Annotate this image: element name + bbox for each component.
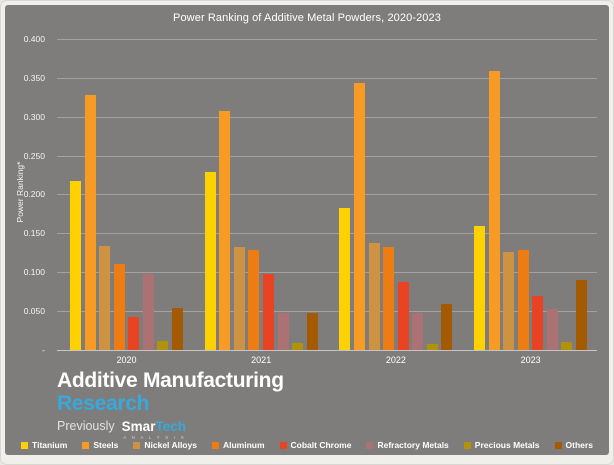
legend-item-cobalt-chrome: Cobalt Chrome [279, 440, 352, 450]
y-tick-label: 0.200 [23, 189, 45, 200]
bar-refractory-metals-2020 [142, 273, 154, 350]
y-tick-label: 0.100 [23, 267, 45, 278]
legend-item-titanium: Titanium [21, 440, 67, 450]
legend-label: Precious Metals [474, 440, 540, 450]
y-tick-label: 0.050 [23, 306, 45, 317]
legend-item-steels: Steels [82, 440, 118, 450]
gridline [57, 272, 597, 274]
publisher-logo: Additive Manufacturing Research Previous… [57, 370, 284, 441]
smartech-analysis-label: A N A L Y S I S [123, 435, 186, 440]
bar-steels-2020 [84, 94, 96, 350]
bar-nickel-alloys-2023 [503, 251, 515, 350]
bar-others-2022 [441, 304, 453, 350]
chart-canvas: Power Ranking of Additive Metal Powders,… [5, 5, 609, 455]
bar-refractory-metals-2021 [277, 313, 289, 350]
bar-aluminum-2021 [248, 249, 260, 350]
y-tick-label: 0.400 [23, 33, 45, 44]
legend-label: Refractory Metals [377, 440, 449, 450]
y-axis-tick-labels: 0.400 0.350 0.300 0.250 0.200 0.150 0.100 0.050… [5, 31, 51, 355]
x-axis-label-2022: 2022 [385, 355, 406, 365]
x-axis-line [57, 350, 597, 351]
legend-swatch-icon [21, 441, 29, 449]
bar-group-2020 [70, 31, 183, 350]
y-tick-label: 0.250 [23, 150, 45, 161]
bar-nickel-alloys-2022 [368, 243, 380, 350]
gridline [57, 194, 597, 196]
bar-others-2020 [171, 308, 183, 350]
bar-steels-2023 [488, 71, 500, 350]
smartech-tech: Tech [155, 419, 186, 434]
smartech-smar: Smar [121, 419, 156, 434]
bar-precious-metals-2020 [157, 340, 169, 350]
bar-aluminum-2023 [517, 249, 529, 350]
bar-cobalt-chrome-2020 [128, 316, 140, 350]
bar-cobalt-chrome-2023 [532, 295, 544, 350]
legend-label: Nickel Alloys [144, 440, 197, 450]
gridline [57, 155, 597, 157]
logo-previously-label: Previously [57, 419, 115, 433]
bar-titanium-2022 [339, 207, 351, 350]
gridline [57, 311, 597, 313]
legend-item-nickel-alloys: Nickel Alloys [133, 440, 197, 450]
bar-group-2021 [204, 31, 318, 350]
x-axis-label-2020: 2020 [116, 355, 137, 365]
bar-aluminum-2022 [383, 246, 395, 350]
bar-precious-metals-2022 [426, 343, 438, 350]
bar-precious-metals-2021 [292, 343, 304, 350]
logo-previously-row: Previously SmarTech A N A L Y S I S [57, 419, 284, 441]
legend-item-others: Others [554, 440, 593, 450]
smartech-wordmark: SmarTech [122, 419, 186, 434]
bar-titanium-2023 [474, 225, 486, 350]
gridline [57, 77, 597, 79]
legend-swatch-icon [554, 441, 562, 449]
legend-item-refractory-metals: Refractory Metals [366, 440, 449, 450]
bar-refractory-metals-2023 [546, 308, 558, 350]
chart-title: Power Ranking of Additive Metal Powders,… [173, 12, 441, 24]
bar-titanium-2020 [70, 181, 81, 350]
logo-title: Additive Manufacturing [57, 369, 284, 392]
bar-cobalt-chrome-2021 [262, 273, 274, 350]
x-axis-label-2021: 2021 [251, 355, 272, 365]
legend-label: Cobalt Chrome [290, 440, 352, 450]
y-tick-label: 0.300 [23, 111, 45, 122]
plot-area: 2020 2021 2022 2023 [57, 31, 597, 365]
legend-label: Titanium [32, 440, 68, 450]
bar-precious-metals-2023 [561, 342, 573, 350]
y-tick-label: 0.350 [23, 72, 45, 83]
y-tick-label: - [42, 345, 45, 355]
legend-swatch-icon [366, 441, 374, 449]
legend-swatch-icon [82, 441, 90, 449]
bar-nickel-alloys-2021 [233, 246, 245, 350]
legend-swatch-icon [211, 441, 219, 449]
bar-group-2023 [474, 31, 588, 350]
legend-item-precious-metals: Precious Metals [463, 440, 540, 450]
legend-swatch-icon [133, 441, 141, 449]
bar-titanium-2021 [204, 171, 216, 350]
legend-swatch-icon [463, 441, 471, 449]
bar-aluminum-2020 [113, 263, 125, 350]
bar-steels-2022 [353, 83, 365, 350]
y-tick-label: 0.150 [23, 228, 45, 239]
legend-label: Others [565, 440, 593, 450]
bar-others-2021 [306, 312, 318, 350]
bar-others-2023 [576, 279, 588, 350]
bar-cobalt-chrome-2022 [397, 281, 409, 350]
gridline [57, 38, 597, 40]
legend-label: Aluminum [222, 440, 265, 450]
legend-swatch-icon [279, 441, 287, 449]
legend-item-aluminum: Aluminum [211, 440, 265, 450]
gridline [57, 233, 597, 235]
smartech-brand: SmarTech A N A L Y S I S [122, 419, 186, 441]
logo-subtitle: Research [57, 392, 150, 415]
bar-group-2022 [339, 31, 453, 350]
bar-refractory-metals-2022 [412, 313, 424, 350]
x-axis-label-2023: 2023 [520, 355, 541, 365]
chart-legend: Titanium Steels Nickel Alloys Aluminum Cobal… [5, 440, 609, 450]
gridline [57, 116, 597, 118]
legend-label: Steels [93, 440, 119, 450]
bar-nickel-alloys-2020 [99, 245, 111, 350]
bar-steels-2021 [219, 111, 231, 350]
